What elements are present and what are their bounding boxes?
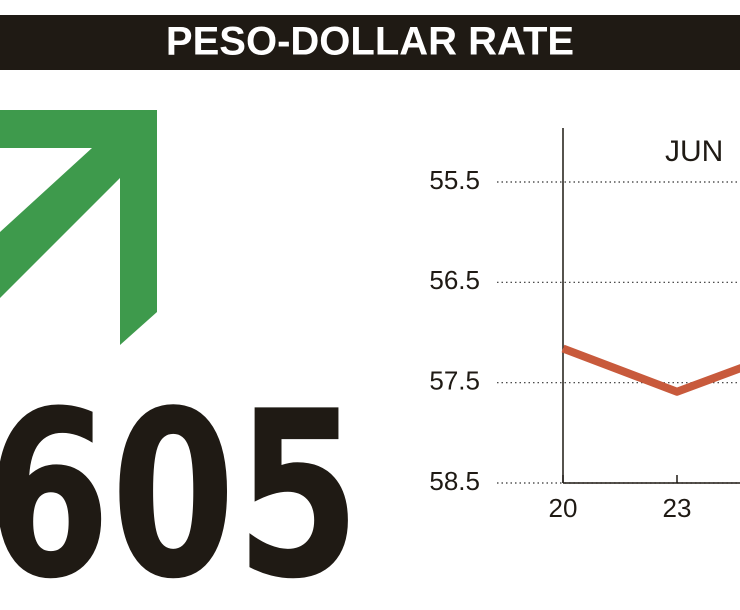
chart-title: PESO-DOLLAR RATE [166, 20, 574, 64]
y-tick-label: 55.5 [429, 165, 480, 195]
y-tick-label: 58.5 [429, 466, 480, 496]
rate-line [561, 344, 740, 396]
x-tick-label: 20 [549, 493, 578, 523]
y-tick-label: 56.5 [429, 265, 480, 295]
headline-number: 605 [0, 362, 360, 610]
month-label: JUN [665, 135, 723, 168]
y-tick-label: 57.5 [429, 366, 480, 396]
up-arrow [0, 110, 157, 345]
plot: 55.5 56.5 57.5 58.5 20 23 [429, 128, 740, 523]
title-bar [0, 15, 740, 70]
x-tick-label: 23 [663, 493, 692, 523]
